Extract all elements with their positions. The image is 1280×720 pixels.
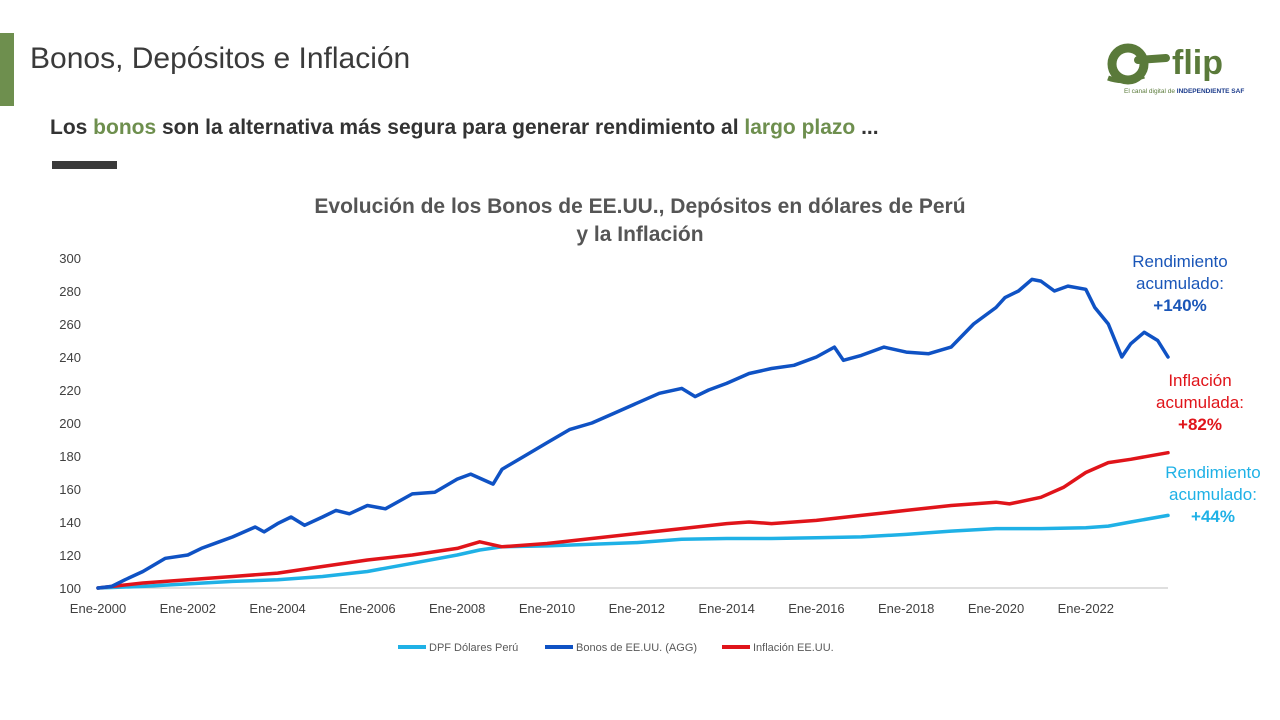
y-tick-label: 260	[59, 317, 81, 332]
chart-title-line-1: Evolución de los Bonos de EE.UU., Depósi…	[314, 195, 966, 218]
x-tick-label: Ene-2018	[878, 601, 934, 616]
flip-logo: flip El canal digital de INDEPENDIENTE S…	[1104, 40, 1254, 102]
annotation-bonos-line2: acumulado:	[1136, 274, 1224, 293]
subtitle-part-5: ...	[855, 116, 879, 139]
x-tick-label: Ene-2012	[609, 601, 665, 616]
subtitle-part-3: son la alternativa más segura para gener…	[156, 116, 745, 139]
subtitle-dash	[52, 161, 117, 169]
y-tick-label: 100	[59, 581, 81, 596]
series-line-0	[96, 513, 1170, 590]
x-tick-label: Ene-2020	[968, 601, 1024, 616]
annotation-inflation-line2: acumulada:	[1156, 393, 1244, 412]
x-tick-label: Ene-2002	[160, 601, 216, 616]
annotation-dpf-line1: Rendimiento	[1165, 463, 1261, 482]
y-tick-label: 140	[59, 515, 81, 530]
y-tick-label: 160	[59, 482, 81, 497]
annotation-bonos-return: Rendimiento acumulado: +140%	[1112, 251, 1248, 317]
series-line-1	[96, 277, 1170, 590]
y-tick-label: 120	[59, 548, 81, 563]
y-tick-label: 180	[59, 449, 81, 464]
title-accent-bar	[0, 33, 14, 106]
y-tick-label: 280	[59, 284, 81, 299]
annotation-dpf-return: Rendimiento acumulado: +44%	[1146, 462, 1280, 528]
annotation-bonos-value: +140%	[1153, 296, 1207, 315]
logo-wordmark: flip	[1172, 44, 1223, 82]
chart-legend: DPF Dólares Perú Bonos de EE.UU. (AGG) Inf…	[398, 642, 834, 654]
slide-title: Bonos, Depósitos e Inflación	[30, 42, 411, 75]
y-tick-label: 240	[59, 350, 81, 365]
legend-label: Inflación EE.UU.	[753, 642, 834, 654]
legend-label: DPF Dólares Perú	[429, 642, 518, 654]
annotation-inflation-value: +82%	[1178, 415, 1222, 434]
x-tick-label: Ene-2014	[698, 601, 754, 616]
annotation-inflation: Inflación acumulada: +82%	[1132, 370, 1268, 436]
legend-label: Bonos de EE.UU. (AGG)	[576, 642, 697, 654]
logo-tagline-brand: INDEPENDIENTE SAF	[1176, 88, 1245, 95]
subtitle-highlight-bonos: bonos	[93, 116, 157, 139]
flip-logo-icon	[1107, 43, 1170, 85]
y-tick-label: 300	[59, 251, 81, 266]
annotation-dpf-value: +44%	[1191, 507, 1235, 526]
chart-title-line-2: y la Inflación	[576, 223, 704, 246]
chart-axes: 100 120 140 160 180 200 220 240 260 280 300 Ene-200…	[59, 251, 1168, 616]
x-tick-label: Ene-2006	[339, 601, 395, 616]
x-tick-label: Ene-2004	[249, 601, 305, 616]
x-tick-label: Ene-2022	[1058, 601, 1114, 616]
y-tick-label: 200	[59, 416, 81, 431]
logo-tagline: El canal digital de INDEPENDIENTE SAF	[1124, 88, 1244, 95]
y-tick-label: 220	[59, 383, 81, 398]
chart-series	[96, 277, 1170, 590]
x-tick-label: Ene-2008	[429, 601, 485, 616]
slide-subtitle: Los bonos son la alternativa más segura …	[50, 116, 879, 140]
annotation-inflation-line1: Inflación	[1168, 371, 1232, 390]
x-tick-label: Ene-2000	[70, 601, 126, 616]
chart-title: Evolución de los Bonos de EE.UU., Depósi…	[240, 193, 1040, 249]
series-line-2	[96, 450, 1170, 590]
annotation-dpf-line2: acumulado:	[1169, 485, 1257, 504]
subtitle-part-1: Los	[50, 116, 94, 139]
logo-tagline-prefix: El canal digital de	[1124, 88, 1177, 95]
x-tick-label: Ene-2016	[788, 601, 844, 616]
x-tick-label: Ene-2010	[519, 601, 575, 616]
subtitle-highlight-largo-plazo: largo plazo	[744, 116, 856, 139]
annotation-bonos-line1: Rendimiento	[1132, 252, 1228, 271]
